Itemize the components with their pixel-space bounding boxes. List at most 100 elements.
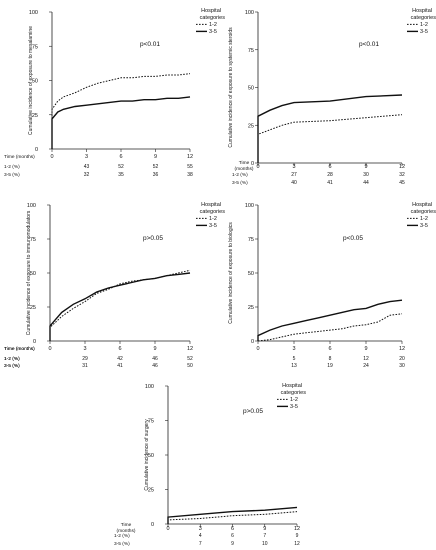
- y-tick-label: 100: [27, 203, 36, 209]
- y-tick-label: 25: [148, 488, 154, 494]
- y-axis-label: Cumulative incidence of exposure to biol…: [228, 222, 234, 324]
- series-line-3-5: [167, 506, 298, 524]
- y-tick-label: 50: [248, 86, 254, 92]
- p-value-annotation: p<0.01: [140, 41, 160, 48]
- legend-label-1-2: 1-2: [290, 397, 298, 403]
- y-tick-label: 50: [248, 271, 254, 277]
- p-value-annotation: p<0.01: [359, 41, 379, 48]
- y-tick-label: 75: [248, 237, 254, 243]
- y-tick-label: 0: [251, 161, 254, 167]
- x-tick-label: 12: [187, 154, 193, 160]
- table-cell-3-5: 44: [363, 180, 369, 186]
- time-label: Time: [121, 522, 132, 528]
- x-tick-label: 3: [199, 526, 202, 532]
- legend-label-3-5: 3-5: [209, 29, 217, 35]
- table-row-label-1-2: 1-2 (%): [4, 356, 20, 362]
- legend-title-line2: categories: [411, 15, 436, 21]
- table-cell-3-5: 41: [327, 180, 333, 186]
- table-cell-1-2: 27: [291, 172, 297, 178]
- y-tick-label: 75: [30, 237, 36, 243]
- y-tick-label: 100: [245, 10, 254, 16]
- p-value-annotation: p<0.05: [343, 235, 363, 242]
- time-label: Time (months): [4, 346, 35, 352]
- legend-title-line1: Hospital: [201, 8, 221, 14]
- y-tick-label: 100: [29, 10, 38, 16]
- series-line-1-2: [257, 114, 403, 163]
- table-cell-1-2: 29: [82, 356, 88, 362]
- table-cell-1-2: 46: [152, 356, 158, 362]
- x-tick-label: 6: [328, 164, 331, 170]
- table-cell-3-5: 46: [152, 363, 158, 369]
- x-tick-label: 3: [85, 154, 88, 160]
- chart-panel: 0 25 50 75 100 0 3 6 9 12 Cumulative incidence of …: [4, 202, 436, 369]
- legend-label-1-2: 1-2: [420, 22, 428, 28]
- x-tick-label: 0: [166, 526, 169, 532]
- table-cell-1-2: 5: [293, 356, 296, 362]
- x-tick-label: 6: [328, 346, 331, 352]
- y-tick-label: 50: [30, 271, 36, 277]
- y-axis-label: Cumulative incidence of exposure to syst…: [228, 27, 234, 148]
- table-cell-3-5: 50: [187, 363, 193, 369]
- table-cell-1-2: 8: [329, 356, 332, 362]
- table-row-label-1-2: 1-2 (%): [4, 164, 20, 170]
- y-tick-label: 25: [30, 305, 36, 311]
- series-line-1-2: [49, 269, 191, 341]
- table-row-label-1-2: 1-2 (%): [4, 356, 20, 362]
- table-cell-3-5: 41: [117, 363, 123, 369]
- table-cell-1-2: 6: [231, 533, 234, 539]
- table-cell-3-5: 36: [153, 172, 159, 178]
- legend-label-3-5: 3-5: [420, 223, 428, 229]
- x-tick-label: 12: [399, 346, 405, 352]
- legend-title-line2: categories: [281, 390, 307, 396]
- table-cell-3-5: 9: [231, 541, 234, 547]
- x-tick-label: 6: [231, 526, 234, 532]
- table-cell-3-5: 31: [82, 363, 88, 369]
- y-tick-label: 100: [145, 384, 154, 390]
- y-axis-label: Cumulative incidence of exposure to mesa…: [28, 26, 34, 135]
- legend-label-1-2: 1-2: [209, 216, 217, 222]
- series-line-3-5: [257, 299, 403, 341]
- table-cell-1-2: 30: [363, 172, 369, 178]
- table-cell-1-2: 12: [363, 356, 369, 362]
- table-cell-1-2: 20: [399, 356, 405, 362]
- table-cell-3-5: 30: [399, 363, 405, 369]
- table-cell-3-5: 13: [291, 363, 297, 369]
- table-cell-1-2: 7: [263, 533, 266, 539]
- table-row-label-3-5: 3-5 (%): [114, 541, 130, 547]
- table-row-label-1-2: 1-2 (%): [232, 172, 248, 178]
- series-line-3-5: [49, 272, 191, 341]
- legend-label-3-5: 3-5: [290, 404, 298, 410]
- legend-title-line1: Hospital: [412, 8, 432, 14]
- table-cell-3-5: 32: [84, 172, 90, 178]
- x-tick-label: 9: [263, 526, 266, 532]
- x-tick-label: 9: [364, 164, 367, 170]
- x-tick-label: 3: [292, 346, 295, 352]
- table-cell-1-2: 43: [84, 164, 90, 170]
- y-tick-label: 50: [32, 79, 38, 85]
- table-cell-1-2: 4: [199, 533, 202, 539]
- x-tick-label: 6: [118, 346, 121, 352]
- table-cell-3-5: 35: [118, 172, 124, 178]
- series-line-1-2: [257, 313, 403, 342]
- y-tick-label: 25: [32, 113, 38, 119]
- time-label: Time (months): [4, 346, 35, 352]
- table-cell-1-2: 52: [187, 356, 193, 362]
- legend-title-line1: Hospital: [282, 383, 302, 389]
- y-tick-label: 25: [248, 305, 254, 311]
- x-tick-label: 9: [364, 346, 367, 352]
- time-label-units: (months): [235, 166, 254, 172]
- table-row-label-3-5: 3-5 (%): [4, 363, 20, 369]
- table-cell-3-5: 19: [327, 363, 333, 369]
- series-line-1-2: [51, 73, 191, 149]
- y-tick-label: 75: [32, 44, 38, 50]
- p-value-annotation: p>0.05: [243, 408, 263, 415]
- table-cell-1-2: 32: [399, 172, 405, 178]
- x-tick-label: 0: [256, 346, 259, 352]
- series-line-1-2: [167, 511, 298, 524]
- table-cell-3-5: 10: [262, 541, 268, 547]
- y-tick-label: 0: [33, 339, 36, 345]
- table-cell-1-2: 42: [117, 356, 123, 362]
